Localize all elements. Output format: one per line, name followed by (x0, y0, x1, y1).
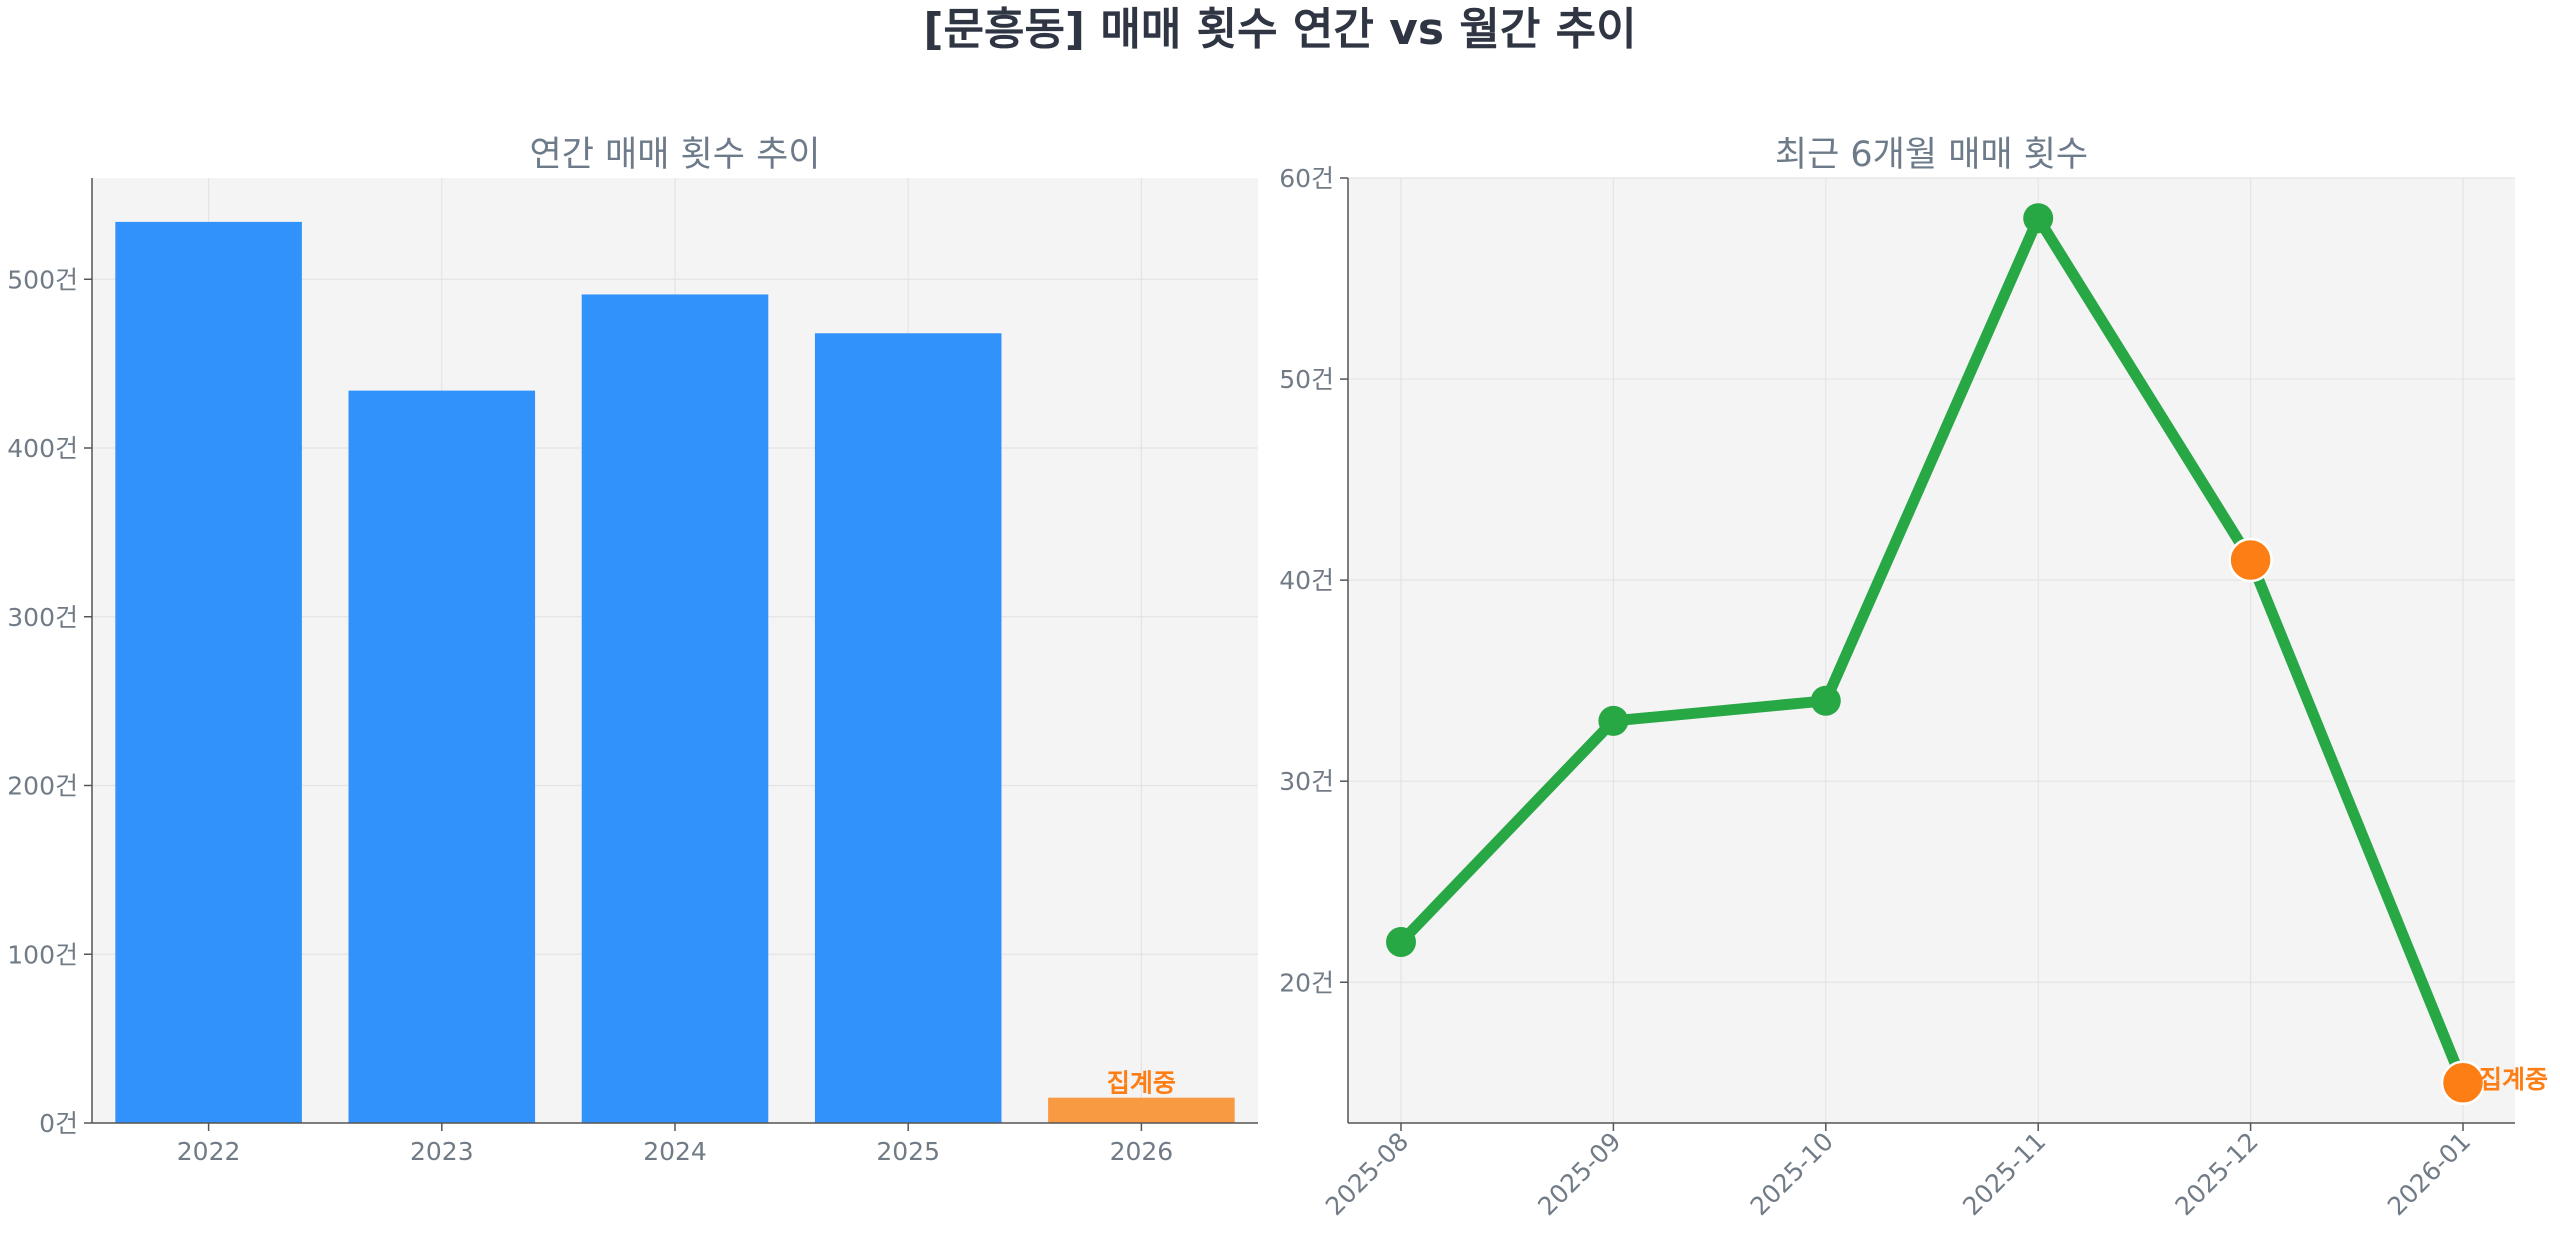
y-tick-label: 100건 (7, 940, 78, 969)
x-tick-label: 2026 (1110, 1137, 1174, 1166)
y-tick-label: 20건 (1279, 968, 1334, 997)
panel-title: 최근 6개월 매매 횟수 (1775, 135, 2088, 175)
x-tick-label: 2025-12 (2169, 1127, 2263, 1221)
data-point-2025-09 (1598, 705, 1629, 736)
x-tick-label: 2024 (643, 1137, 707, 1166)
x-tick-label: 2026-01 (2382, 1127, 2476, 1221)
y-tick-label: 400건 (7, 434, 78, 463)
data-point-2025-08 (1386, 927, 1416, 958)
y-tick-label: 200건 (7, 772, 78, 801)
plot-area (1348, 178, 2515, 1123)
x-tick-label: 2025-08 (1320, 1127, 1414, 1221)
panel-title: 연간 매매 횟수 추이 (530, 135, 821, 175)
y-tick-label: 50건 (1279, 365, 1334, 394)
series-line (1395, 212, 2469, 1089)
annotation-label: 집계중 (2479, 1065, 2548, 1094)
figure-title: [문흥동] 매매 횟수 연간 vs 월간 추이 (923, 4, 1636, 55)
y-tick-label: 500건 (7, 265, 78, 294)
highlight-marker-2025-12 (2228, 537, 2273, 583)
x-tick-label: 2025-10 (1745, 1127, 1839, 1221)
x-tick-label: 2025 (876, 1137, 940, 1166)
highlight-marker-2026-01 (2440, 1060, 2486, 1106)
bar-2023 (348, 390, 536, 1123)
y-tick-label: 30건 (1279, 767, 1334, 796)
y-tick-label: 0건 (39, 1109, 78, 1138)
data-point-2025-11 (2023, 203, 2054, 234)
x-tick-label: 2023 (410, 1137, 474, 1166)
bar-2024 (581, 294, 769, 1123)
y-tick-label: 60건 (1279, 164, 1334, 193)
y-tick-label: 300건 (7, 603, 78, 632)
x-tick-label: 2022 (177, 1137, 241, 1166)
bar-2026 (1048, 1097, 1235, 1123)
x-tick-label: 2025-11 (1957, 1127, 2051, 1221)
bar-2022 (115, 221, 302, 1123)
y-tick-label: 40건 (1279, 566, 1334, 595)
annotation-label: 집계중 (1107, 1069, 1176, 1098)
x-tick-label: 2025-09 (1532, 1127, 1626, 1221)
data-point-2025-10 (1810, 685, 1841, 716)
bar-2025 (814, 333, 1002, 1123)
